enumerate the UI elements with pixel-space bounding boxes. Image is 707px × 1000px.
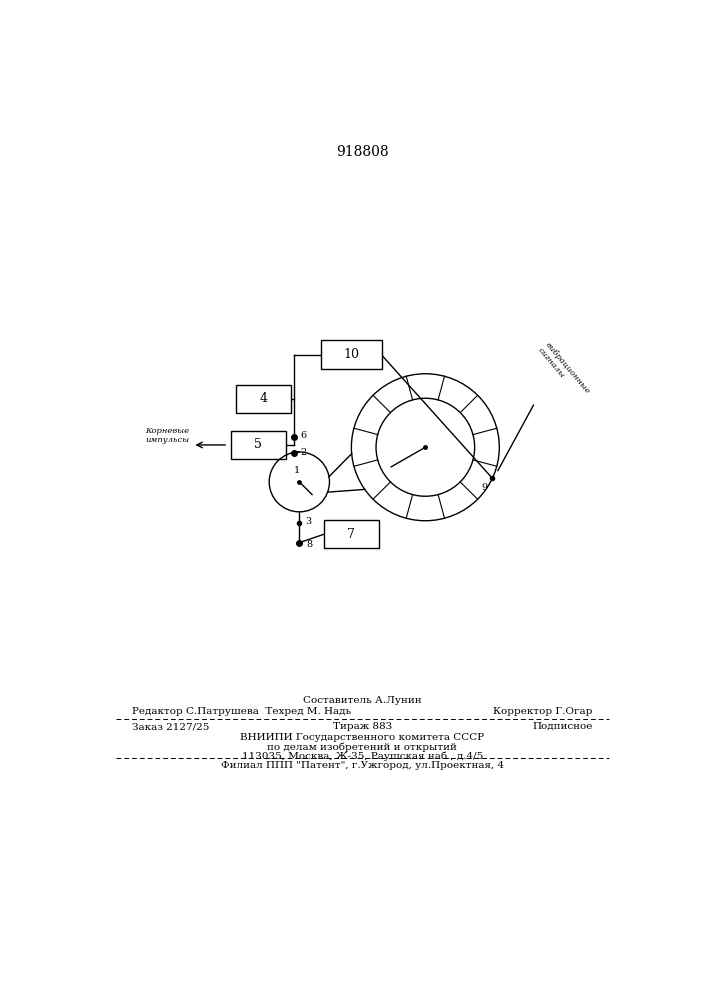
Text: Корневые
импульсы: Корневые импульсы xyxy=(146,427,189,444)
Bar xyxy=(236,385,291,413)
Text: Редактор С.Патрушева  Техред М. Надь: Редактор С.Патрушева Техред М. Надь xyxy=(132,707,351,716)
Bar xyxy=(321,340,382,369)
Text: Филиал ППП "Патент", г.Ужгород, ул.Проектная, 4: Филиал ППП "Патент", г.Ужгород, ул.Проек… xyxy=(221,761,504,770)
Text: 6: 6 xyxy=(300,431,307,440)
Text: по делам изобретений и открытий: по делам изобретений и открытий xyxy=(267,742,457,752)
Text: 113035, Москва, Ж-35, Раушская наб., д.4/5: 113035, Москва, Ж-35, Раушская наб., д.4… xyxy=(242,751,483,761)
Bar xyxy=(324,520,379,548)
Bar xyxy=(231,431,286,459)
Text: Составитель А.Лунин: Составитель А.Лунин xyxy=(303,696,421,705)
Text: Тираж 883: Тираж 883 xyxy=(333,722,392,731)
Text: 918808: 918808 xyxy=(336,145,389,159)
Text: 5: 5 xyxy=(255,438,262,451)
Text: 1: 1 xyxy=(293,466,300,475)
Text: 9: 9 xyxy=(481,483,487,492)
Text: 2: 2 xyxy=(300,448,307,457)
Text: 10: 10 xyxy=(344,348,359,361)
Text: ВНИИПИ Государственного комитета СССР: ВНИИПИ Государственного комитета СССР xyxy=(240,733,484,742)
Text: 4: 4 xyxy=(259,392,268,405)
Text: Заказ 2127/25: Заказ 2127/25 xyxy=(132,722,209,731)
Text: 7: 7 xyxy=(347,528,356,541)
Text: 8: 8 xyxy=(306,540,312,549)
Text: вибрационные
сигналы: вибрационные сигналы xyxy=(536,341,591,401)
Text: Корректор Г.Огар: Корректор Г.Огар xyxy=(493,707,592,716)
Text: 3: 3 xyxy=(305,517,311,526)
Text: Подписное: Подписное xyxy=(532,722,592,731)
